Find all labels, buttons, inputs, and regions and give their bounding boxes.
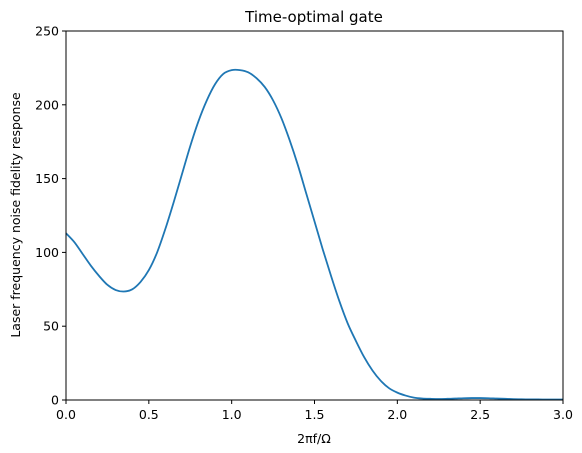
x-tick-label: 0.5 [139, 407, 159, 422]
x-tick-label: 3.0 [553, 407, 573, 422]
y-axis-ticks: 0 50 100 150 200 250 [35, 24, 66, 408]
x-tick-label: 0.0 [56, 407, 76, 422]
y-axis-label: Laser frequency noise fidelity response [8, 92, 23, 338]
y-tick-label: 150 [35, 171, 59, 186]
x-axis-ticks: 0.0 0.5 1.0 1.5 2.0 2.5 3.0 [56, 400, 573, 422]
y-tick-label: 0 [51, 393, 59, 408]
plot-frame [65, 30, 564, 401]
x-tick-label: 1.0 [222, 407, 242, 422]
y-tick-label: 50 [43, 319, 59, 334]
x-tick-label: 2.0 [387, 407, 407, 422]
y-tick-label: 200 [35, 97, 59, 112]
x-tick-label: 1.5 [305, 407, 325, 422]
x-axis-label: 2πf/Ω [297, 431, 331, 446]
chart-title: Time-optimal gate [244, 8, 383, 26]
y-tick-label: 250 [35, 24, 59, 39]
series-line-0 [65, 68, 563, 401]
y-tick-label: 100 [35, 245, 59, 260]
plot-area [65, 68, 563, 401]
x-tick-label: 2.5 [470, 407, 490, 422]
